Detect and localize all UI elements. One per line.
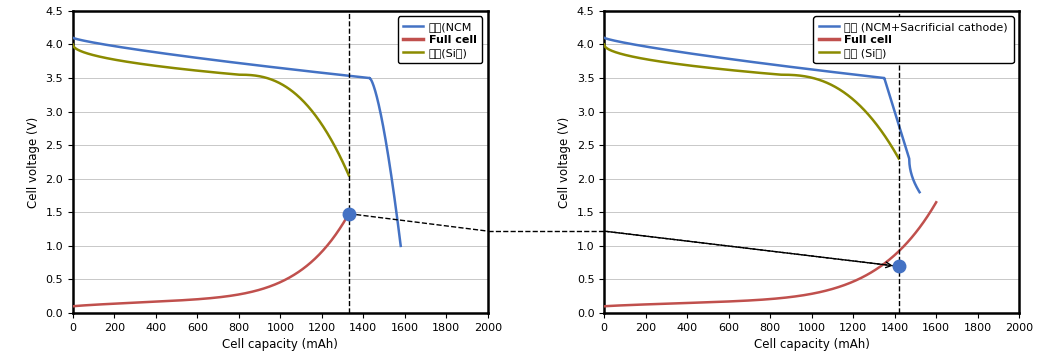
Y-axis label: Cell voltage (V): Cell voltage (V) bbox=[27, 116, 40, 207]
X-axis label: Cell capacity (mAh): Cell capacity (mAh) bbox=[754, 338, 869, 351]
Legend: 양극 (NCM+Sacrificial cathode), Full cell, 음극 (Si계): 양극 (NCM+Sacrificial cathode), Full cell,… bbox=[813, 16, 1014, 63]
Legend: 양극(NCM, Full cell, 음극(Si계): 양극(NCM, Full cell, 음극(Si계) bbox=[397, 16, 483, 63]
Y-axis label: Cell voltage (V): Cell voltage (V) bbox=[558, 116, 571, 207]
X-axis label: Cell capacity (mAh): Cell capacity (mAh) bbox=[223, 338, 338, 351]
